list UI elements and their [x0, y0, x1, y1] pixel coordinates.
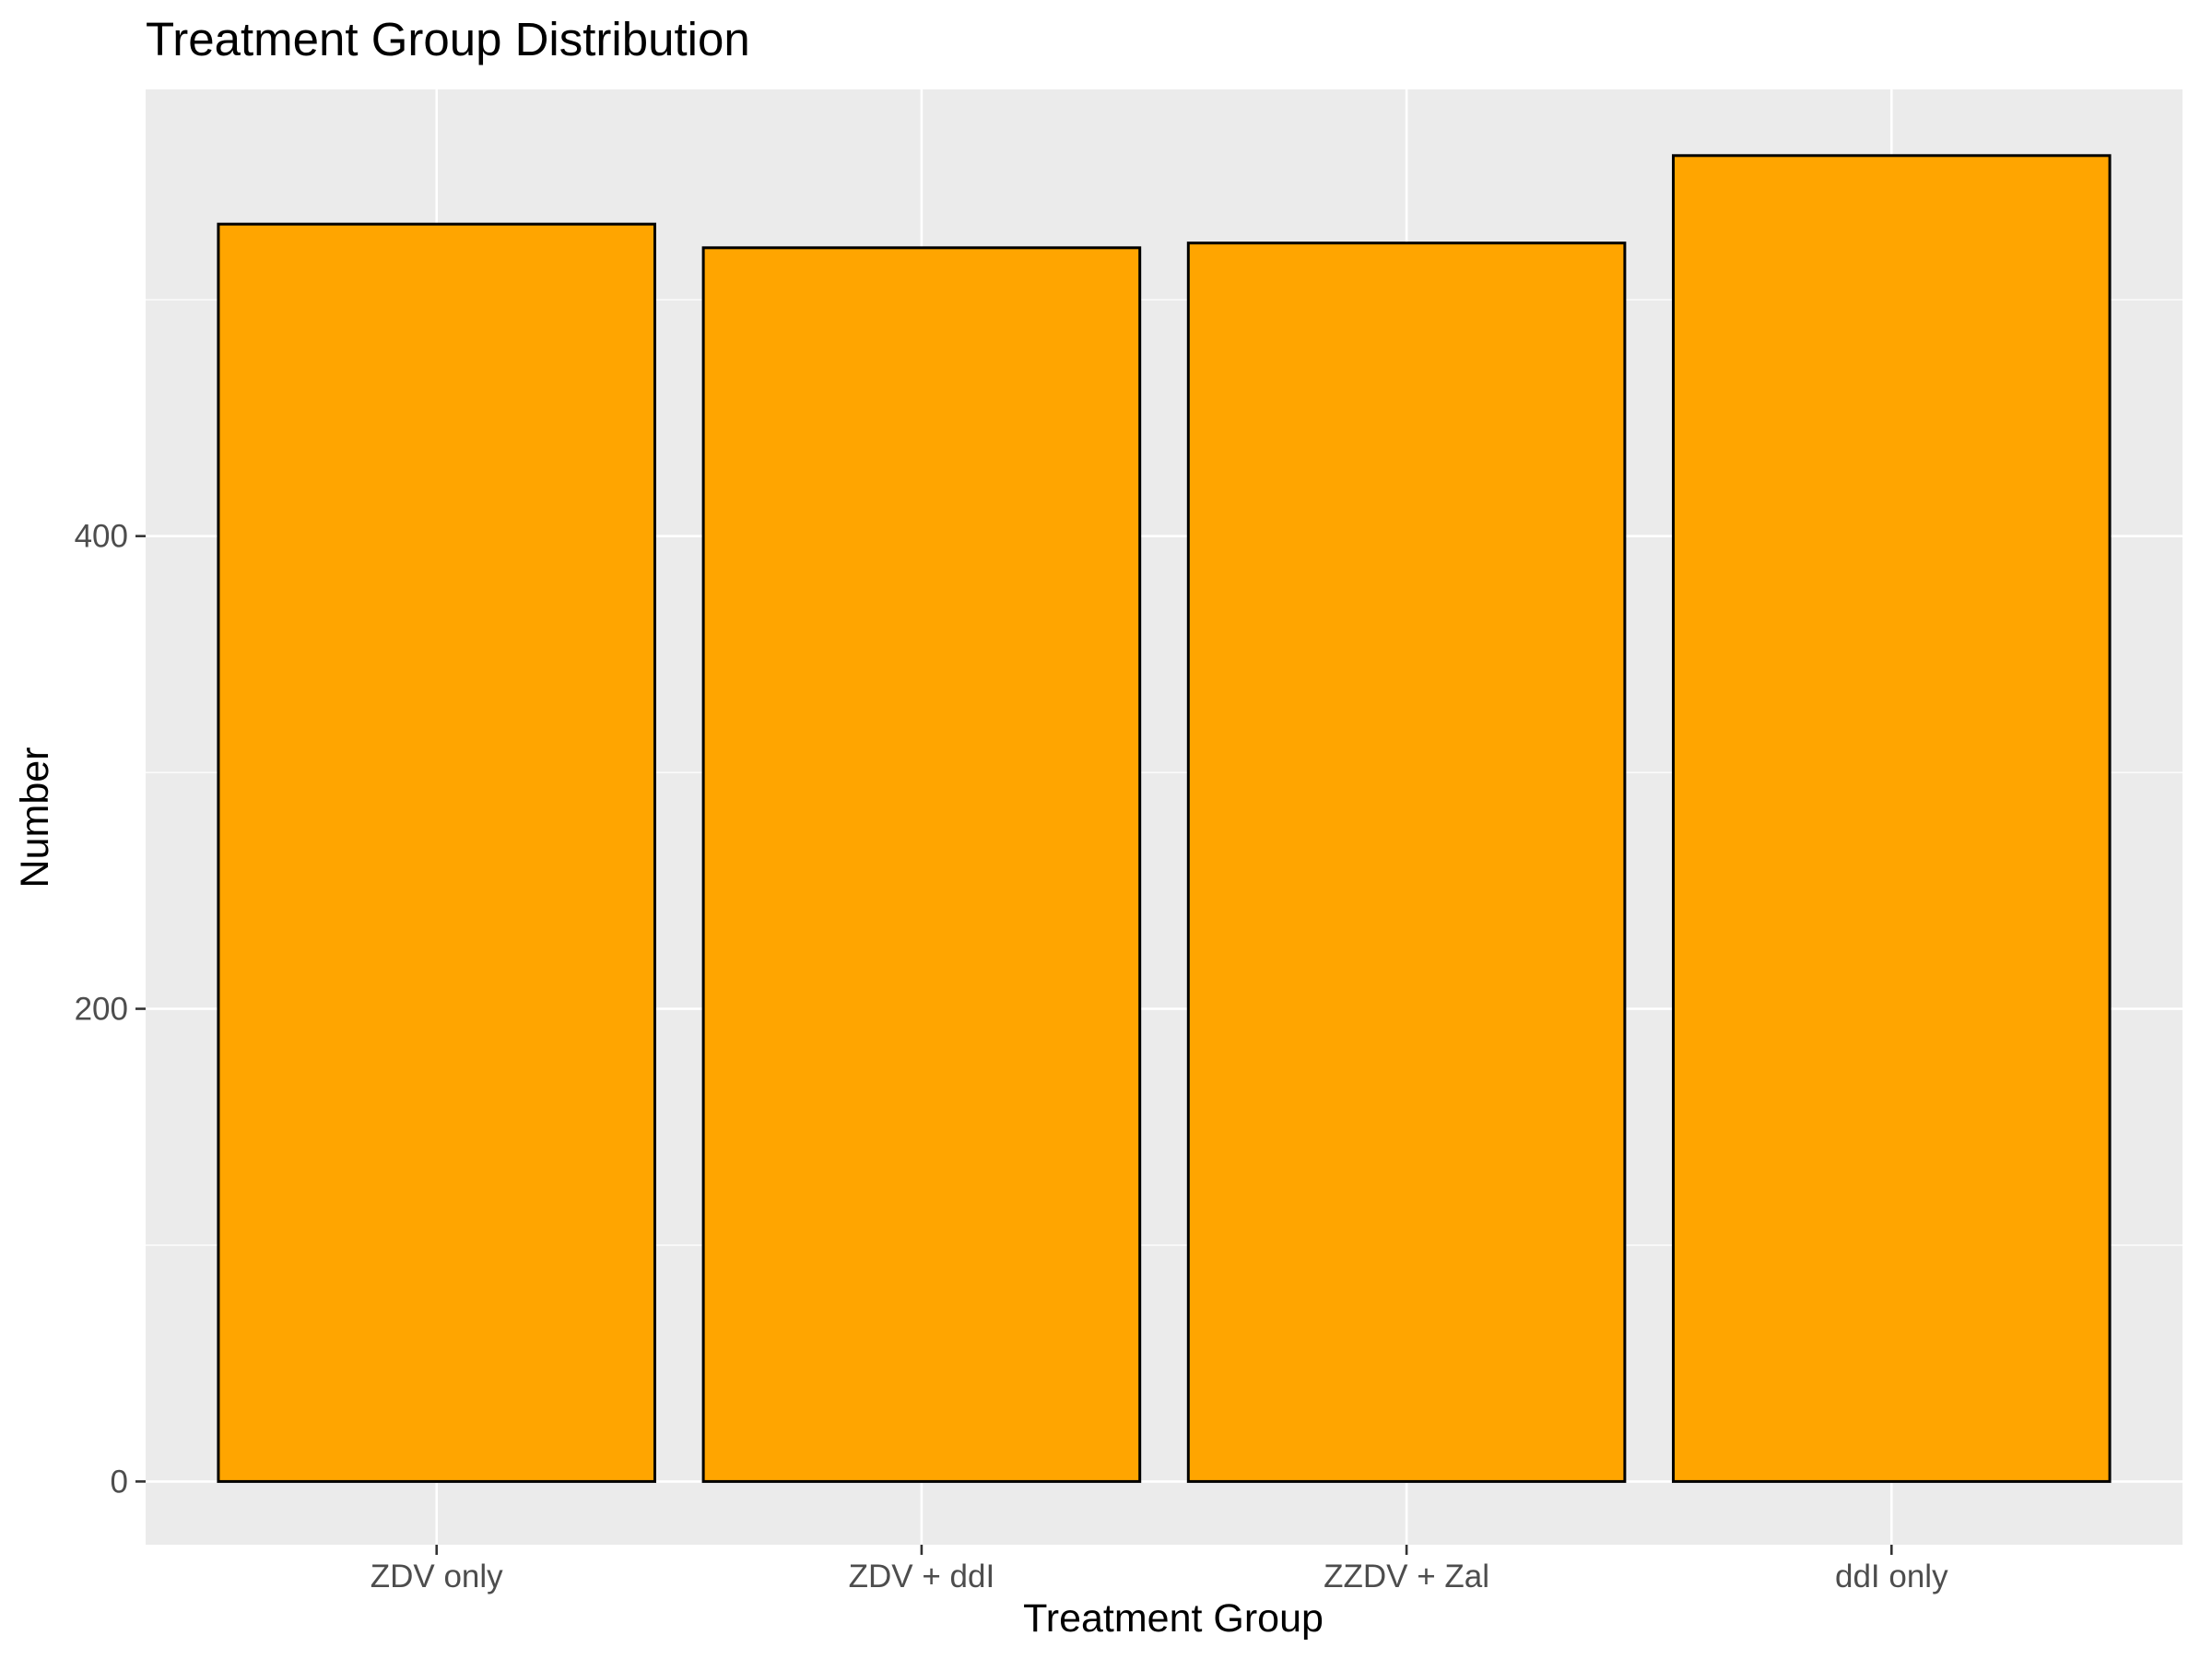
x-axis-title: Treatment Group	[1023, 1596, 1324, 1641]
bar	[217, 222, 657, 1483]
bar	[701, 246, 1142, 1483]
y-tick-label: 0	[111, 1464, 128, 1500]
y-axis-title: Number	[13, 747, 57, 888]
bars	[217, 154, 2112, 1483]
bar	[1672, 154, 2112, 1483]
x-tick-label: ZDV + ddI	[849, 1559, 995, 1594]
axes: 0 200 400 ZDV only ZDV + ddI ZZDV + Zal ddI on…	[75, 519, 1948, 1594]
chart-title: Treatment Group Distribution	[146, 13, 750, 65]
x-tick-label: ZDV only	[371, 1559, 503, 1594]
bar	[1186, 241, 1627, 1483]
y-tick-label: 200	[75, 992, 128, 1028]
y-tick-label: 400	[75, 519, 128, 555]
x-tick-label: ZZDV + Zal	[1324, 1559, 1489, 1594]
x-tick-label: ddI only	[1835, 1559, 1948, 1594]
